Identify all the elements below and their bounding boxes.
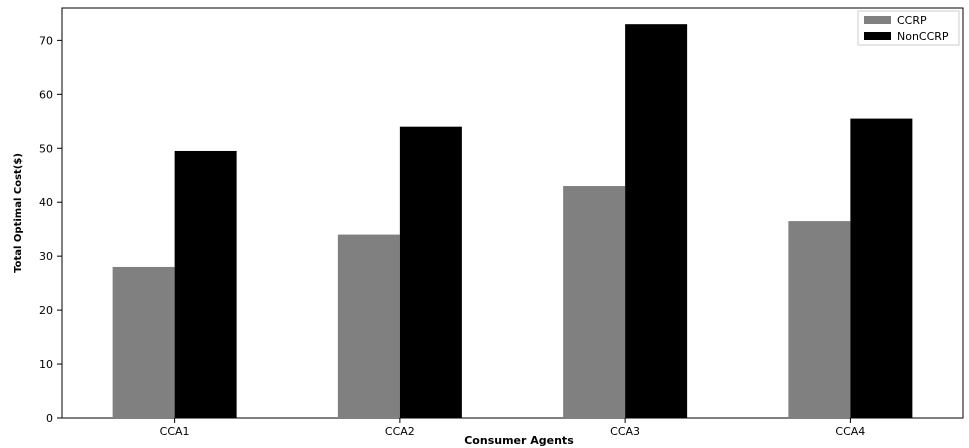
y-tick-label: 30 <box>39 250 53 263</box>
bar-ccrp-cca1 <box>112 266 175 418</box>
legend-swatch-nonccrp <box>864 32 891 40</box>
x-tick-label: CCA3 <box>610 425 640 438</box>
y-axis-title: Total Optimal Cost($) <box>13 153 24 273</box>
bar-nonccrp-cca4 <box>850 118 913 418</box>
bar-ccrp-cca3 <box>563 186 626 418</box>
bar-ccrp-cca4 <box>788 221 851 418</box>
y-axis-ticks: 0 10 20 30 40 50 60 70 <box>39 34 62 425</box>
y-tick-label: 50 <box>39 142 53 155</box>
legend-label-ccrp: CCRP <box>897 14 927 27</box>
x-axis-title: Consumer Agents <box>464 434 574 447</box>
y-tick-label: 70 <box>39 34 53 47</box>
y-tick-label: 60 <box>39 88 53 101</box>
bar-nonccrp-cca1 <box>174 150 237 419</box>
x-axis-ticks: CCA1 CCA2 CCA3 CCA4 <box>160 418 865 438</box>
y-tick-label: 40 <box>39 196 53 209</box>
bar-nonccrp-cca3 <box>625 24 688 419</box>
x-tick-label: CCA4 <box>835 425 865 438</box>
y-tick-label: 10 <box>39 358 53 371</box>
bars-group <box>112 24 913 419</box>
x-tick-label: CCA1 <box>160 425 190 438</box>
plot-frame <box>61 7 964 419</box>
bar-nonccrp-cca2 <box>399 126 462 419</box>
y-tick-label: 0 <box>46 412 53 425</box>
legend-label-nonccrp: NonCCRP <box>897 30 949 43</box>
legend: CCRP NonCCRP <box>857 10 960 46</box>
bar-ccrp-cca2 <box>337 234 400 418</box>
x-tick-label: CCA2 <box>385 425 415 438</box>
y-tick-label: 20 <box>39 304 53 317</box>
legend-swatch-ccrp <box>864 16 891 24</box>
